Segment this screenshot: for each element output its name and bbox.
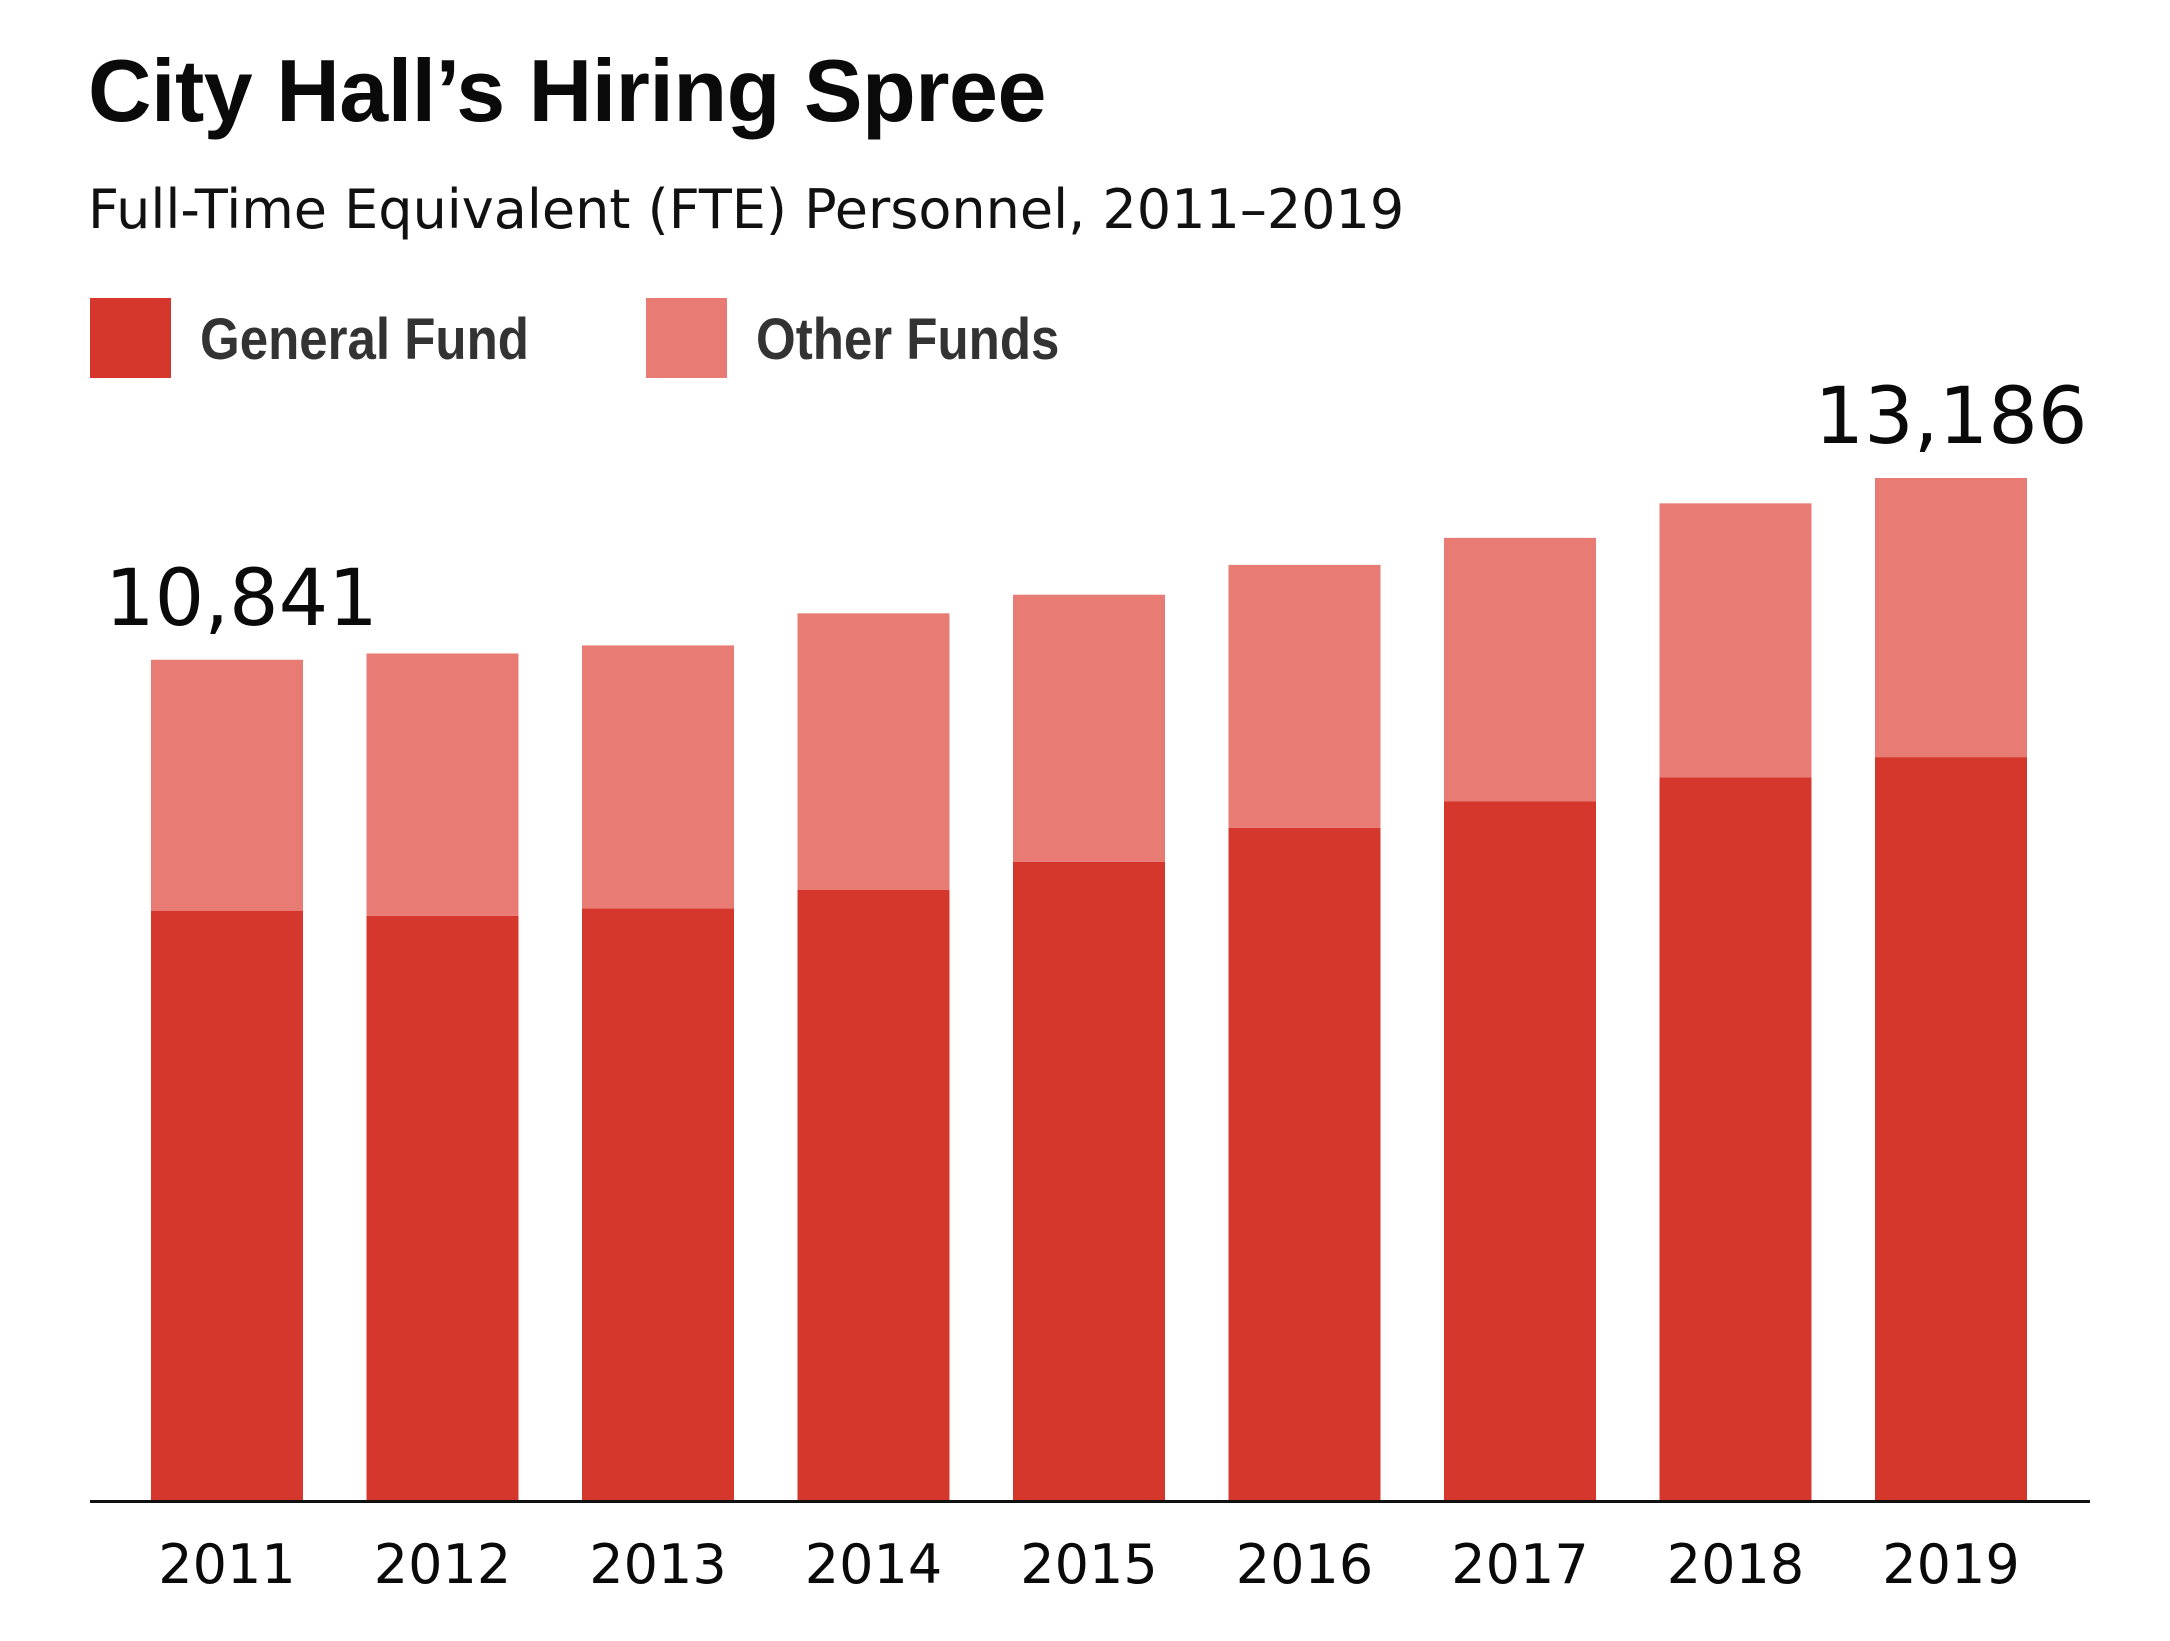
bar-general-fund-2012 [366,915,519,1500]
bar-general-fund-2015 [1013,861,1165,1500]
bar-other-funds-2016 [1228,564,1381,828]
total-annotation-2011: 10,841 [105,554,378,644]
bar-general-fund-2018 [1659,777,1812,1500]
total-annotation-2019: 13,186 [1815,372,2088,462]
bar-other-funds-2019 [1875,478,2027,758]
bar-other-funds-2017 [1444,537,1596,802]
bar-other-funds-2018 [1659,503,1812,778]
legend-label-general-fund: General Fund [200,307,529,372]
legend-label-other-funds: Other Funds [756,307,1060,372]
chart-subtitle: Full-Time Equivalent (FTE) Personnel, 20… [88,178,1405,241]
bar-general-fund-2019 [1875,757,2027,1500]
chart-title: City Hall’s Hiring Spree [88,41,1046,140]
bar-general-fund-2013 [582,908,734,1500]
bar-other-funds-2015 [1013,594,1165,862]
bar-other-funds-2014 [797,613,950,890]
bar-general-fund-2017 [1444,801,1596,1500]
x-tick-label-2014: 2014 [805,1533,942,1596]
bar-general-fund-2016 [1228,827,1381,1500]
bar-other-funds-2013 [582,645,734,909]
legend-swatch-other-funds [646,298,727,378]
x-tick-label-2011: 2011 [158,1533,295,1596]
bar-other-funds-2011 [151,659,303,911]
bar-general-fund-2014 [797,889,950,1500]
legend-swatch-general-fund [90,298,171,378]
x-tick-label-2013: 2013 [589,1533,726,1596]
x-tick-label-2019: 2019 [1882,1533,2019,1596]
bar-other-funds-2012 [366,653,519,916]
x-tick-label-2018: 2018 [1667,1533,1804,1596]
bar-general-fund-2011 [151,910,303,1500]
x-tick-label-2012: 2012 [374,1533,511,1596]
x-tick-label-2016: 2016 [1236,1533,1373,1596]
x-tick-label-2017: 2017 [1451,1533,1588,1596]
x-tick-label-2015: 2015 [1020,1533,1157,1596]
